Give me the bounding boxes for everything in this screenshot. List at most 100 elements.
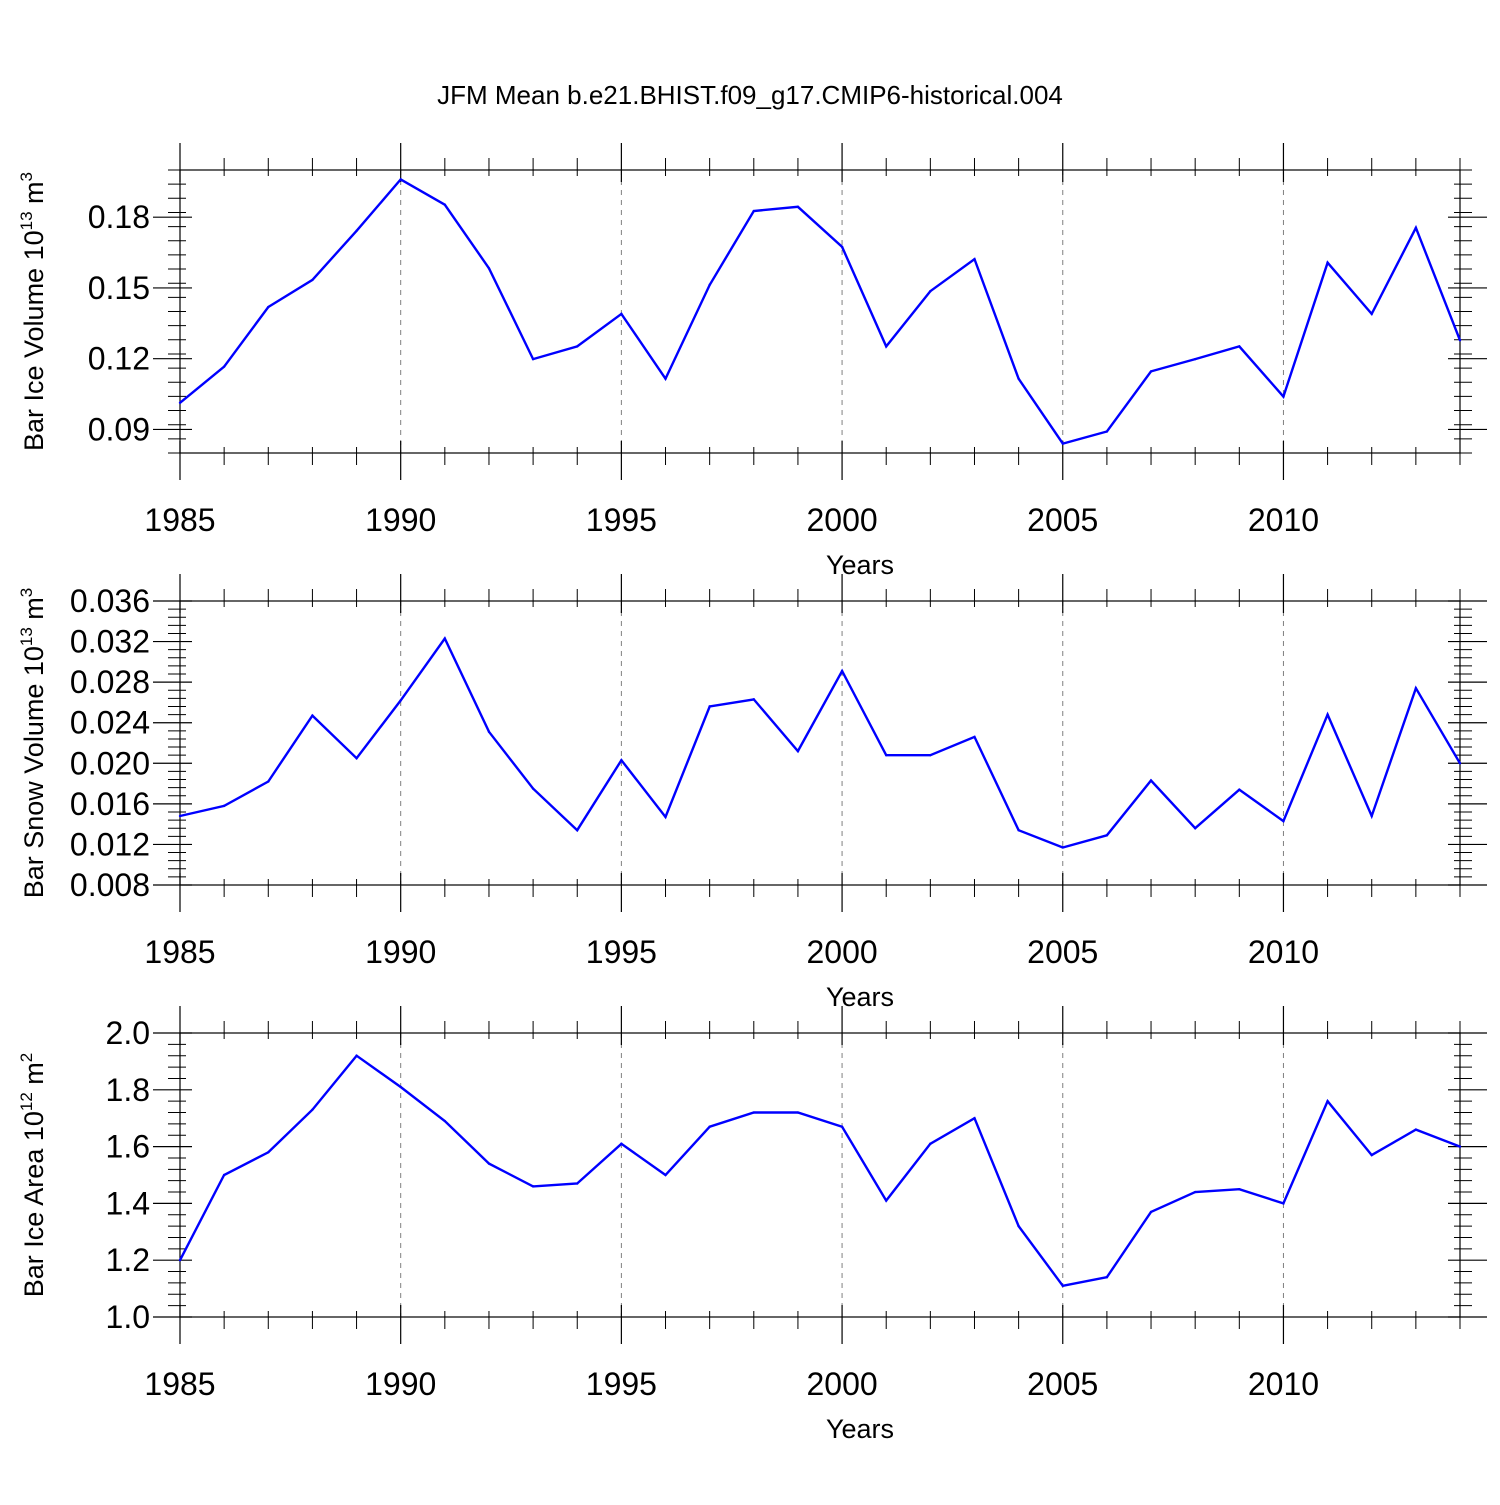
y-axis-label-unit: m	[19, 597, 49, 627]
data-point-2008	[1193, 827, 1197, 830]
data-point-1997	[708, 283, 711, 287]
y-axis-label-main: Bar Ice Volume 10	[19, 230, 49, 451]
data-point-2013	[1414, 1128, 1418, 1131]
x-tick-label: 2005	[1027, 1366, 1098, 1402]
y-axis-label-unit-exponent: 3	[17, 588, 36, 597]
data-point-2013	[1414, 226, 1418, 229]
data-point-2009	[1238, 345, 1241, 348]
y-tick-label: 0.020	[70, 745, 150, 781]
y-tick-label: 0.18	[88, 199, 150, 235]
data-point-1986	[222, 1173, 226, 1177]
data-point-1986	[222, 365, 226, 368]
x-tick-label: 2010	[1248, 1366, 1319, 1402]
data-point-2013	[1414, 687, 1418, 690]
data-point-2000	[840, 669, 844, 673]
data-point-1999	[796, 205, 800, 208]
data-point-2006	[1105, 834, 1109, 837]
y-tick-label: 0.024	[70, 705, 150, 741]
chart-panel-1: 0.09 0.12 0.15 0.18 1985 1990 1995 2000 2005 2010…	[17, 143, 1487, 580]
x-tick-label: 2005	[1027, 502, 1098, 538]
data-point-2003	[973, 257, 976, 261]
data-point-1987	[267, 780, 270, 783]
y-axis-label-unit-exponent: 2	[17, 1053, 36, 1062]
y-tick-label: 0.09	[88, 411, 150, 447]
data-point-2009	[1238, 1188, 1241, 1191]
y-tick-label: 0.12	[88, 341, 150, 377]
data-point-1996	[664, 815, 667, 819]
data-point-2003	[973, 735, 976, 739]
y-tick-label: 1.4	[106, 1185, 150, 1221]
data-point-2009	[1238, 788, 1241, 791]
data-point-2007	[1149, 779, 1153, 782]
data-point-2012	[1370, 1153, 1373, 1157]
data-point-2011	[1326, 713, 1329, 716]
y-tick-label: 1.8	[106, 1072, 150, 1108]
data-point-1986	[222, 804, 226, 808]
data-point-1995	[620, 759, 623, 762]
x-tick-label: 1990	[365, 934, 436, 970]
data-point-2011	[1326, 1099, 1329, 1103]
y-tick-label: 0.016	[70, 786, 150, 822]
x-tick-label: 2010	[1248, 934, 1319, 970]
chart-title: JFM Mean b.e21.BHIST.f09_g17.CMIP6-histo…	[437, 80, 1063, 110]
data-point-2002	[929, 753, 932, 757]
data-point-1996	[664, 377, 667, 380]
x-tick-label: 2000	[806, 1366, 877, 1402]
data-point-1991	[443, 1119, 447, 1123]
data-point-2004	[1017, 377, 1020, 380]
y-tick-label: 0.036	[70, 583, 150, 619]
x-tick-label: 1995	[586, 934, 657, 970]
y-axis-label-main: Bar Snow Volume 10	[19, 646, 49, 898]
data-point-2014	[1458, 762, 1462, 765]
data-point-1992	[487, 1162, 491, 1165]
data-point-2000	[840, 245, 844, 249]
data-point-1994	[576, 829, 579, 832]
y-axis-label-exponent: 13	[17, 211, 36, 230]
data-point-1995	[620, 312, 623, 316]
data-point-1998	[752, 209, 755, 213]
data-point-2001	[885, 1199, 888, 1202]
data-point-1992	[487, 267, 491, 270]
data-point-1999	[796, 1111, 800, 1114]
plot-frame	[179, 1032, 1461, 1318]
data-point-2006	[1105, 1276, 1109, 1279]
y-axis-label-exponent: 12	[17, 1092, 36, 1111]
x-tick-label: 1985	[144, 502, 215, 538]
data-point-1995	[620, 1142, 623, 1145]
y-axis-label-main: Bar Ice Area 10	[19, 1111, 49, 1297]
data-point-2014	[1458, 339, 1462, 342]
data-point-2012	[1370, 814, 1373, 818]
data-point-2003	[973, 1117, 976, 1120]
data-point-1998	[752, 698, 755, 701]
data-point-2002	[929, 290, 932, 293]
data-point-1996	[664, 1173, 667, 1177]
data-point-2001	[885, 753, 888, 757]
x-axis-label: Years	[826, 550, 894, 580]
data-point-1988	[311, 714, 314, 717]
data-point-1989	[355, 1054, 358, 1057]
y-tick-label: 1.0	[106, 1299, 150, 1335]
data-point-1997	[708, 1125, 711, 1128]
data-point-1994	[576, 345, 579, 348]
data-point-2012	[1370, 312, 1373, 316]
data-point-2004	[1017, 829, 1020, 832]
data-point-2010	[1282, 395, 1285, 398]
data-point-1989	[355, 757, 358, 760]
data-point-1988	[311, 278, 314, 282]
data-point-1991	[443, 637, 447, 640]
data-point-2010	[1282, 819, 1285, 823]
chart-panel-2: 0.008 0.012 0.016 0.020 0.024 0.028 0.032 0.036…	[17, 574, 1487, 1012]
x-axis-label: Years	[826, 1414, 894, 1444]
data-point-1990	[399, 178, 402, 181]
data-point-1997	[708, 705, 711, 708]
data-point-2005	[1061, 1284, 1064, 1287]
data-point-1987	[267, 305, 270, 309]
data-point-1993	[531, 357, 535, 361]
data-point-1991	[443, 203, 447, 206]
y-axis-label-unit: m	[19, 181, 49, 211]
data-point-1990	[399, 1085, 402, 1089]
data-point-1985	[178, 1259, 182, 1262]
y-axis-label-unit: m	[19, 1062, 49, 1092]
data-point-1992	[487, 730, 491, 734]
